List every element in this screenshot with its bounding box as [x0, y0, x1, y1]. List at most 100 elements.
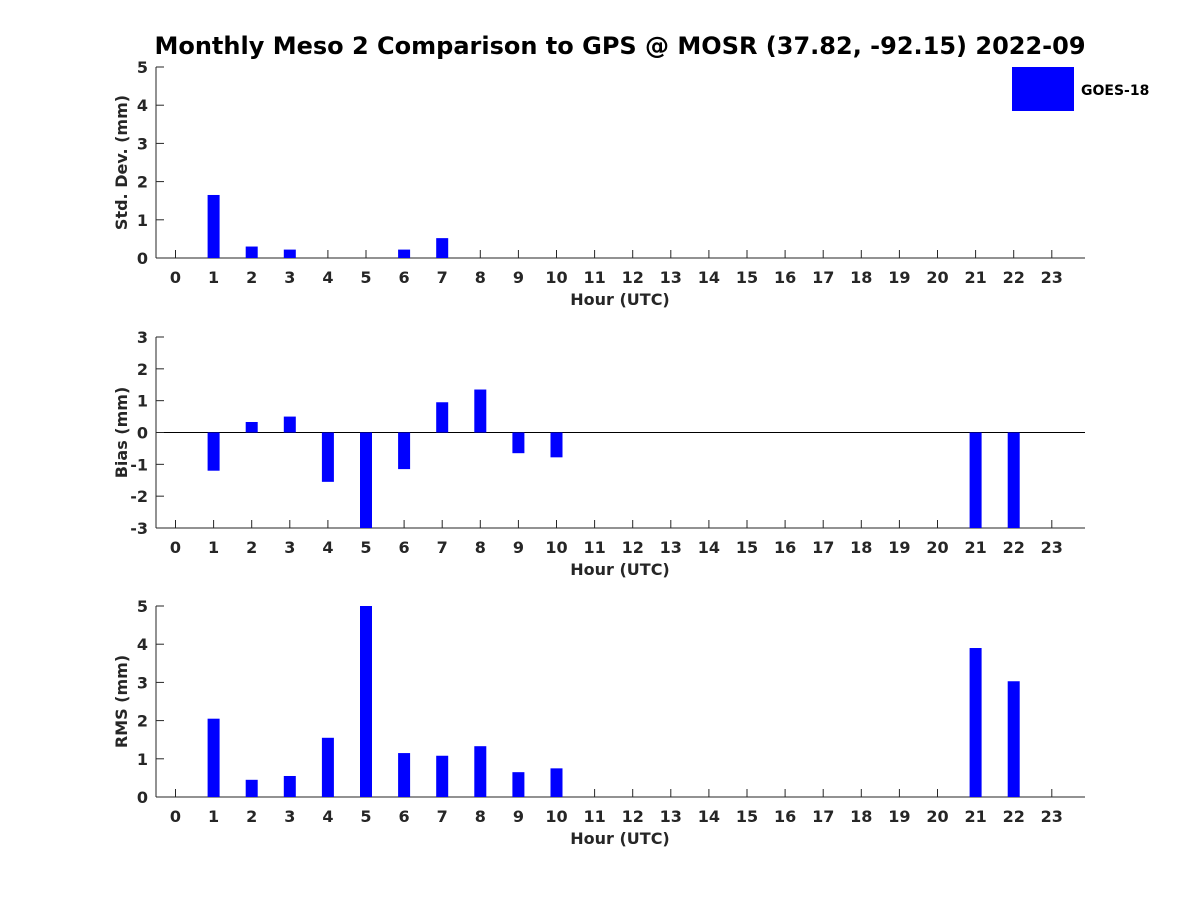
x-tick-label: 20	[926, 268, 948, 287]
bar-hour-3	[283, 775, 296, 797]
y-tick-label: 5	[137, 58, 148, 77]
y-axis-label: RMS (mm)	[112, 655, 131, 748]
x-tick-label: 22	[1003, 807, 1025, 826]
bar-hour-4	[321, 432, 334, 482]
x-tick-label: 21	[964, 268, 986, 287]
bar-hour-5	[360, 432, 372, 528]
x-tick-label: 16	[774, 538, 796, 557]
x-tick-label: 14	[698, 268, 720, 287]
x-tick-label: 15	[736, 268, 758, 287]
x-tick-label: 22	[1003, 538, 1025, 557]
x-tick-label: 4	[322, 538, 333, 557]
y-tick-label: 0	[137, 249, 148, 268]
y-tick-label: -2	[130, 487, 148, 506]
y-tick-label: 4	[137, 96, 148, 115]
x-tick-label: 13	[660, 807, 682, 826]
y-tick-label: -1	[130, 455, 148, 474]
y-tick-label: 2	[137, 712, 148, 731]
bar-hour-6	[398, 753, 411, 797]
y-tick-label: 1	[137, 211, 148, 230]
bar-hour-8	[474, 746, 487, 797]
y-tick-label: 0	[137, 424, 148, 443]
x-axis-label: Hour (UTC)	[570, 829, 670, 848]
y-tick-label: 1	[137, 750, 148, 769]
chart-title: Monthly Meso 2 Comparison to GPS @ MOSR …	[154, 32, 1085, 60]
x-tick-label: 4	[322, 807, 333, 826]
x-tick-label: 15	[736, 538, 758, 557]
x-tick-label: 17	[812, 268, 834, 287]
y-tick-label: 3	[137, 328, 148, 347]
x-axis-label: Hour (UTC)	[570, 560, 670, 579]
x-tick-label: 2	[246, 807, 257, 826]
bar-hour-21	[969, 648, 982, 797]
x-tick-label: 10	[545, 268, 567, 287]
x-tick-label: 14	[698, 538, 720, 557]
x-tick-label: 22	[1003, 268, 1025, 287]
x-tick-label: 9	[513, 538, 524, 557]
x-tick-label: 17	[812, 807, 834, 826]
x-tick-label: 2	[246, 538, 257, 557]
bar-hour-9	[512, 772, 525, 797]
bar-hour-7	[436, 238, 449, 258]
bar-hour-10	[550, 768, 563, 797]
x-tick-label: 0	[170, 538, 181, 557]
bar-hour-4	[321, 737, 334, 797]
x-tick-label: 11	[583, 538, 605, 557]
x-tick-label: 8	[475, 268, 486, 287]
bar-hour-3	[283, 249, 296, 258]
x-tick-label: 7	[437, 268, 448, 287]
bar-hour-7	[436, 755, 449, 797]
x-tick-label: 23	[1041, 268, 1063, 287]
x-tick-label: 13	[660, 538, 682, 557]
legend-swatch	[1012, 67, 1074, 111]
bar-hour-9	[512, 432, 525, 454]
y-tick-label: 2	[137, 173, 148, 192]
x-tick-label: 9	[513, 268, 524, 287]
x-tick-label: 18	[850, 268, 872, 287]
x-tick-label: 21	[964, 538, 986, 557]
bar-hour-3	[283, 416, 296, 433]
bar-hour-22	[1007, 681, 1020, 797]
x-tick-label: 5	[360, 268, 371, 287]
x-tick-label: 0	[170, 268, 181, 287]
y-tick-label: 3	[137, 134, 148, 153]
x-tick-label: 16	[774, 807, 796, 826]
x-tick-label: 1	[208, 268, 219, 287]
bar-hour-2	[245, 421, 258, 433]
x-tick-label: 2	[246, 268, 257, 287]
y-axis-label: Std. Dev. (mm)	[112, 95, 131, 230]
y-tick-label: 4	[137, 635, 148, 654]
x-tick-label: 6	[399, 807, 410, 826]
x-tick-label: 6	[399, 538, 410, 557]
y-tick-label: 0	[137, 788, 148, 807]
y-axis-label: Bias (mm)	[112, 387, 131, 479]
bar-hour-1	[207, 718, 220, 797]
x-tick-label: 14	[698, 807, 720, 826]
x-tick-label: 7	[437, 807, 448, 826]
x-tick-label: 0	[170, 807, 181, 826]
x-tick-label: 11	[583, 268, 605, 287]
x-axis-label: Hour (UTC)	[570, 290, 670, 309]
bar-hour-2	[245, 246, 258, 258]
legend-label: GOES-18	[1081, 83, 1149, 99]
x-tick-label: 10	[545, 538, 567, 557]
bar-hour-7	[436, 402, 449, 433]
x-tick-label: 18	[850, 807, 872, 826]
bar-hour-6	[398, 249, 411, 258]
y-tick-label: 1	[137, 392, 148, 411]
x-tick-label: 12	[622, 807, 644, 826]
bar-hour-6	[398, 432, 411, 470]
bar-hour-2	[245, 779, 258, 797]
bar-hour-21	[969, 432, 982, 528]
x-tick-label: 11	[583, 807, 605, 826]
y-tick-label: -3	[130, 519, 148, 538]
y-tick-label: 3	[137, 673, 148, 692]
legend: GOES-18	[1012, 67, 1149, 111]
x-tick-label: 19	[888, 807, 910, 826]
x-tick-label: 3	[284, 807, 295, 826]
x-tick-label: 23	[1041, 807, 1063, 826]
